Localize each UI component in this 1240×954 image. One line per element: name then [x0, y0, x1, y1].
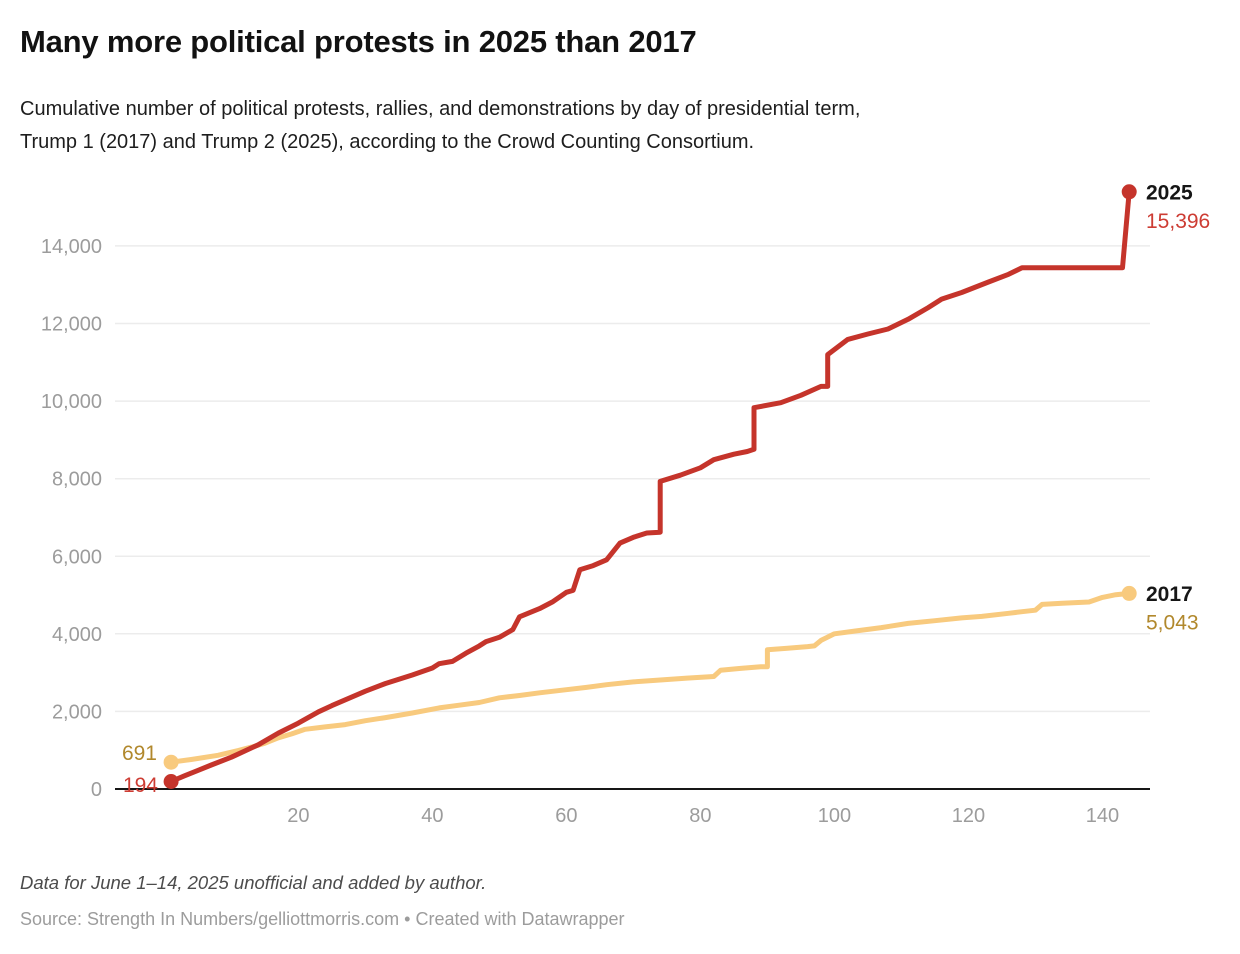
- line-2017: [168, 590, 1132, 765]
- line-2025: [168, 189, 1132, 784]
- end-dot-2017: [1121, 585, 1137, 601]
- y-tick-label-8000: 8,000: [52, 469, 102, 491]
- y-tick-label-0: 0: [91, 779, 102, 801]
- y-tick-label-12000: 12,000: [41, 314, 102, 336]
- x-tick-label-80: 80: [689, 805, 711, 827]
- footnote: Data for June 1–14, 2025 unofficial and …: [20, 872, 487, 893]
- start-value-label-2017: 691: [122, 742, 157, 765]
- end-year-label-2017: 2017: [1146, 583, 1193, 606]
- end-year-label-2025: 2025: [1146, 181, 1193, 204]
- y-tick-label-10000: 10,000: [41, 391, 102, 413]
- x-tick-label-120: 120: [952, 805, 985, 827]
- y-tick-label-4000: 4,000: [52, 624, 102, 646]
- source-attribution: Source: Strength In Numbers/gelliottmorr…: [20, 909, 625, 929]
- y-tick-label-2000: 2,000: [52, 701, 102, 723]
- x-tick-label-100: 100: [818, 805, 851, 827]
- cumulative-protests-line-chart: 0 2,000 4,000 6,000 8,000 10,000 12,000 14,000 2…: [41, 181, 1210, 827]
- x-tick-label-140: 140: [1086, 805, 1119, 827]
- end-value-label-2017: 5,043: [1146, 611, 1199, 634]
- start-dot-2017: [163, 754, 179, 770]
- start-value-label-2025: 194: [123, 774, 158, 797]
- x-tick-label-40: 40: [421, 805, 443, 827]
- y-tick-label-14000: 14,000: [41, 236, 102, 258]
- chart-subtitle-line2: Trump 1 (2017) and Trump 2 (2025), accor…: [20, 131, 755, 153]
- y-tick-label-6000: 6,000: [52, 546, 102, 568]
- chart-title: Many more political protests in 2025 tha…: [20, 24, 697, 59]
- start-dot-2025: [163, 774, 179, 789]
- x-tick-label-60: 60: [555, 805, 577, 827]
- x-tick-label-20: 20: [287, 805, 309, 827]
- end-value-label-2025: 15,396: [1146, 210, 1210, 233]
- chart-subtitle-line1: Cumulative number of political protests,…: [20, 98, 861, 120]
- chart-subtitle: Cumulative number of political protests,…: [20, 93, 860, 159]
- end-dot-2025: [1121, 184, 1137, 200]
